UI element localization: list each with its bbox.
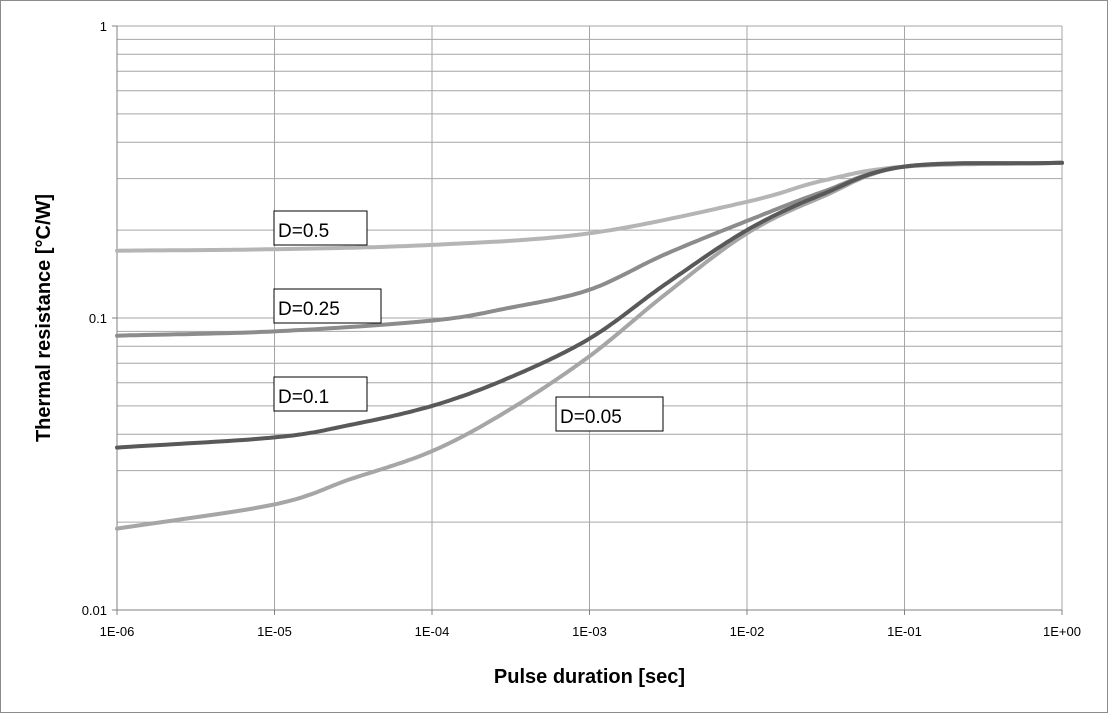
x-tick-label: 1E-01 [887, 624, 922, 639]
tick-labels: 1E-06 1E-05 1E-04 1E-03 1E-02 1E-01 1E+00 0.01 0… [82, 19, 1081, 639]
x-tick-label: 1E-06 [100, 624, 135, 639]
x-tick-label: 1E-03 [572, 624, 607, 639]
grid-lines [116, 25, 1063, 611]
y-tick-label: 0.01 [82, 603, 107, 618]
x-axis-title: Pulse duration [sec] [494, 666, 685, 688]
series-label-text: D=0.05 [560, 407, 622, 428]
axes [112, 25, 1063, 615]
series-label: D=0.1 [273, 376, 368, 412]
y-tick-label: 0.1 [89, 311, 107, 326]
series-label-box [273, 288, 382, 324]
series-lines [115, 160, 1064, 531]
series-label: D=0.25 [273, 288, 382, 324]
y-axis-title: Thermal resistance [°C/W] [33, 194, 55, 442]
series-line-D-0-1 [115, 160, 1064, 450]
series-label: D=0.05 [555, 396, 664, 432]
x-tick-label: 1E-04 [415, 624, 450, 639]
series-label-box [273, 376, 368, 412]
x-tick-label: 1E-02 [730, 624, 765, 639]
series-label: D=0.5 [273, 210, 368, 246]
series-label-box [555, 396, 664, 432]
y-tick-label: 1 [100, 19, 107, 34]
x-tick-label: 1E+00 [1043, 624, 1081, 639]
series-annotations: D=0.5 D=0.25 D=0.1 D=0.05 [273, 210, 664, 432]
series-label-text: D=0.1 [278, 387, 329, 408]
series-label-text: D=0.25 [278, 299, 340, 320]
series-label-text: D=0.5 [278, 221, 329, 242]
x-tick-label: 1E-05 [257, 624, 292, 639]
series-label-box [273, 210, 368, 246]
